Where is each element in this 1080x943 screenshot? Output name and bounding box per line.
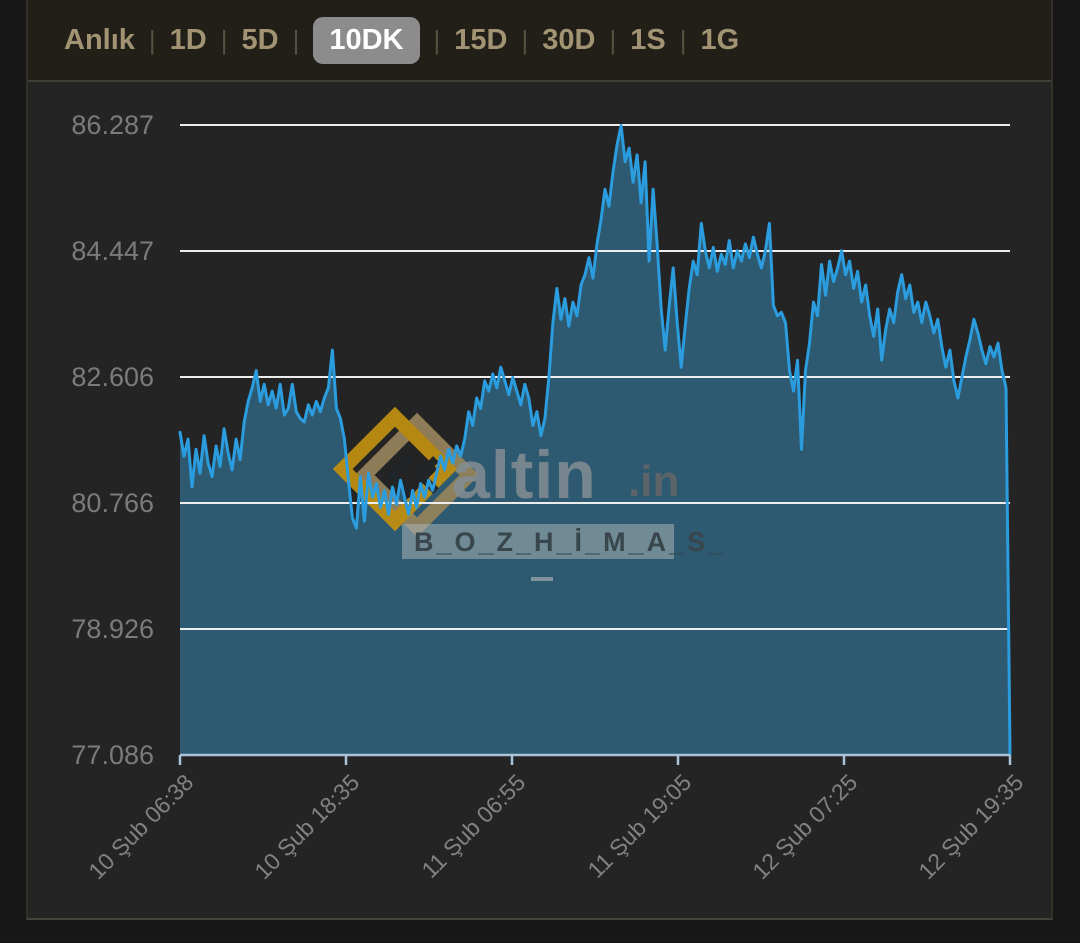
y-axis-label: 82.606 bbox=[71, 362, 154, 392]
price-chart-panel: Anlık | 1D | 5D | 10DK | 15D | 30D | 1S | 1G altin .in… bbox=[26, 0, 1053, 920]
tab-anlk[interactable]: Anlık bbox=[64, 23, 135, 56]
y-axis-label: 80.766 bbox=[71, 488, 154, 518]
tab-5d[interactable]: 5D bbox=[241, 23, 279, 56]
series-area bbox=[180, 125, 1010, 755]
y-axis-label: 86.287 bbox=[71, 110, 154, 140]
tab-separator: | bbox=[148, 24, 156, 55]
tab-30d[interactable]: 30D bbox=[542, 23, 596, 56]
tab-separator: | bbox=[292, 24, 300, 55]
tab-separator: | bbox=[521, 24, 529, 55]
x-axis-ticks bbox=[178, 755, 1012, 765]
watermark-dash bbox=[531, 577, 553, 581]
tab-1g[interactable]: 1G bbox=[700, 23, 740, 56]
watermark: altin .in B_O_Z_H_İ_M_A_S_ bbox=[332, 406, 726, 581]
tab-separator: | bbox=[220, 24, 228, 55]
tab-separator: | bbox=[433, 24, 441, 55]
timeframe-tabbar: Anlık | 1D | 5D | 10DK | 15D | 30D | 1S | 1G bbox=[28, 0, 1051, 82]
y-axis-label: 77.086 bbox=[71, 740, 154, 770]
chart-region: altin .in B_O_Z_H_İ_M_A_S_ 86.287 84.447 8… bbox=[28, 82, 1051, 920]
price-area-chart[interactable]: altin .in B_O_Z_H_İ_M_A_S_ bbox=[28, 82, 1055, 920]
y-axis-label: 84.447 bbox=[71, 236, 154, 266]
series-line bbox=[178, 124, 1012, 756]
tab-10dk[interactable]: 10DK bbox=[313, 16, 420, 64]
tab-15d[interactable]: 15D bbox=[454, 23, 508, 56]
watermark-overlay-box bbox=[402, 524, 674, 559]
tab-1d[interactable]: 1D bbox=[169, 23, 207, 56]
tab-separator: | bbox=[679, 24, 687, 55]
watermark-tld-text: .in bbox=[628, 457, 679, 506]
tab-separator: | bbox=[609, 24, 617, 55]
tab-1s[interactable]: 1S bbox=[630, 23, 666, 56]
watermark-overlay-text: B_O_Z_H_İ_M_A_S_ bbox=[414, 527, 726, 557]
y-axis-label: 78.926 bbox=[71, 614, 154, 644]
watermark-brand-text: altin bbox=[452, 437, 597, 513]
